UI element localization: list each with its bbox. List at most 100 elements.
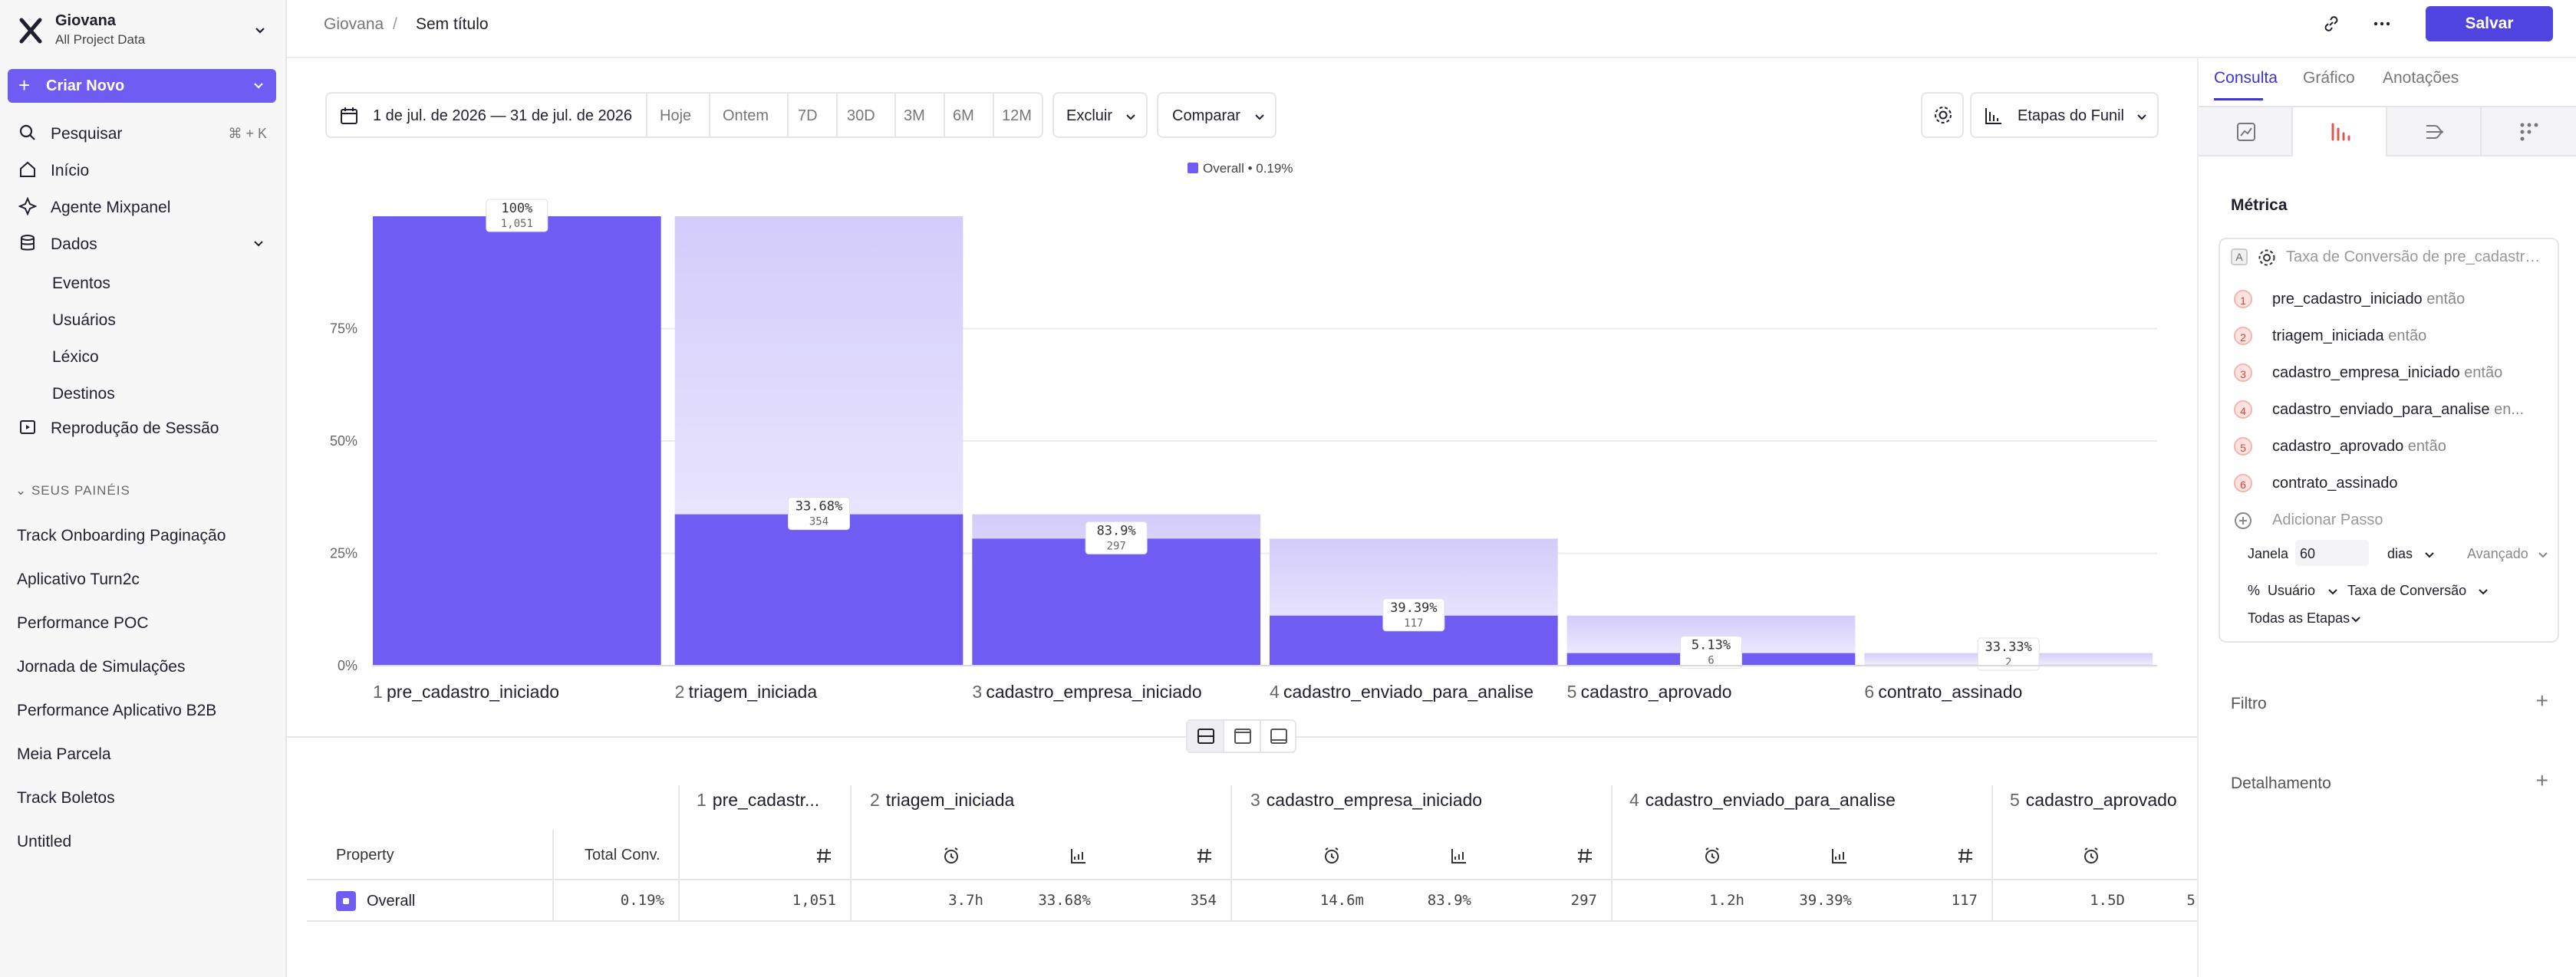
date-chip-7d[interactable]: 7D bbox=[798, 107, 818, 124]
layout-split-button[interactable] bbox=[1188, 721, 1224, 752]
x-step-label: cadastro_empresa_iniciado bbox=[986, 682, 1201, 702]
sidebar-item-users[interactable]: Usuários bbox=[8, 304, 276, 334]
board-item[interactable]: Track Boletos bbox=[8, 781, 276, 813]
tab-chart[interactable]: Gráfico bbox=[2303, 69, 2355, 87]
report-type-funnels[interactable] bbox=[2293, 107, 2387, 156]
bar-pct-label: 83.9% bbox=[1097, 523, 1136, 538]
col-header-total[interactable]: Total Conv. bbox=[585, 847, 660, 864]
sidebar-item-label: Dados bbox=[51, 235, 97, 253]
sparkle-icon bbox=[18, 197, 37, 215]
gear-icon[interactable] bbox=[2257, 248, 2277, 268]
bar-pct-label: 33.68% bbox=[796, 499, 842, 515]
date-chip-6m[interactable]: 6M bbox=[953, 107, 974, 124]
funnel-step-row[interactable]: 4 cadastro_enviado_para_analise en... bbox=[2231, 399, 2553, 422]
search-icon bbox=[19, 124, 35, 140]
link-icon[interactable] bbox=[2321, 14, 2341, 34]
table-step-header[interactable]: 2 triagem_iniciada bbox=[870, 790, 1014, 811]
board-item[interactable]: Performance Aplicativo B2B bbox=[8, 693, 276, 725]
layout-chart-button[interactable] bbox=[1224, 721, 1261, 752]
boards-section-header[interactable]: ⌄ SEUS PAINÉIS bbox=[15, 483, 130, 498]
chart-settings-button[interactable] bbox=[1921, 92, 1964, 138]
count-type-dropdown[interactable]: % Usuário bbox=[2248, 580, 2340, 603]
sidebar-item-session-replay[interactable]: Reprodução de Sessão bbox=[8, 411, 276, 443]
funnel-view-dropdown[interactable]: Etapas do Funil bbox=[1970, 92, 2159, 138]
report-type-flows[interactable] bbox=[2387, 107, 2482, 156]
breadcrumb-parent[interactable]: Giovana bbox=[324, 15, 384, 33]
date-range-value[interactable]: 1 de jul. de 2026 — 31 de jul. de 2026 bbox=[373, 107, 633, 124]
sidebar-item-destinations[interactable]: Destinos bbox=[8, 377, 276, 408]
board-item[interactable]: Untitled bbox=[8, 824, 276, 857]
table-step-header[interactable]: 3 cadastro_empresa_iniciado bbox=[1250, 790, 1482, 811]
save-button[interactable]: Salvar bbox=[2426, 6, 2553, 41]
y-tick-label: 50% bbox=[330, 433, 357, 449]
layout-table-button[interactable] bbox=[1261, 721, 1296, 752]
x-step-label: cadastro_aprovado bbox=[1581, 682, 1732, 702]
funnel-step-row[interactable]: 1 pre_cadastro_iniciado então bbox=[2231, 288, 2553, 311]
create-new-button[interactable]: + Criar Novo bbox=[8, 69, 276, 103]
add-filter-plus-icon[interactable]: + bbox=[2535, 689, 2548, 712]
count-hash-icon[interactable] bbox=[1195, 847, 1214, 865]
report-title[interactable]: Sem título bbox=[416, 15, 489, 33]
more-options-icon[interactable] bbox=[2372, 14, 2392, 34]
date-chip-yesterday[interactable]: Ontem bbox=[723, 107, 769, 124]
conversion-rate-icon[interactable] bbox=[1450, 847, 1468, 865]
measure-dropdown[interactable]: Taxa de Conversão bbox=[2347, 580, 2493, 603]
tab-query[interactable]: Consulta bbox=[2214, 69, 2278, 87]
date-chip-30d[interactable]: 30D bbox=[847, 107, 875, 124]
add-step-button[interactable]: Adicionar Passo bbox=[2231, 509, 2553, 532]
sidebar-item-data[interactable]: Dados bbox=[8, 227, 276, 259]
step-number: 5 bbox=[2010, 790, 2020, 810]
date-chip-3m[interactable]: 3M bbox=[904, 107, 925, 124]
divider bbox=[678, 785, 680, 922]
table-step-header[interactable]: 5 cadastro_aprovado bbox=[2010, 790, 2177, 811]
sidebar-item-search[interactable]: Pesquisar ⌘ + K bbox=[8, 117, 276, 149]
add-breakdown-plus-icon[interactable]: + bbox=[2535, 768, 2548, 792]
conversion-rate-icon[interactable] bbox=[1069, 847, 1088, 865]
board-item[interactable]: Aplicativo Turn2c bbox=[8, 562, 276, 594]
window-input[interactable]: 60 bbox=[2295, 540, 2369, 566]
date-chip-today[interactable]: Hoje bbox=[660, 107, 692, 124]
board-item[interactable]: Meia Parcela bbox=[8, 737, 276, 769]
table-step-header[interactable]: 1 pre_cadastr... bbox=[697, 790, 819, 811]
sidebar-item-events[interactable]: Eventos bbox=[8, 267, 276, 298]
step-badge: 6 bbox=[2234, 474, 2252, 492]
board-item[interactable]: Track Onboarding Paginação bbox=[8, 518, 276, 551]
funnel-step-row[interactable]: 6 contrato_assinado bbox=[2231, 472, 2553, 495]
compare-dropdown[interactable]: Comparar bbox=[1157, 92, 1276, 138]
conversion-rate-icon[interactable] bbox=[1830, 847, 1849, 865]
table-step-header[interactable]: 4 cadastro_enviado_para_analise bbox=[1629, 790, 1896, 811]
window-unit-dropdown[interactable]: dias bbox=[2383, 540, 2443, 566]
count-hash-icon[interactable] bbox=[815, 847, 833, 865]
date-chip-12m[interactable]: 12M bbox=[1002, 107, 1032, 124]
exclude-dropdown[interactable]: Excluir bbox=[1052, 92, 1148, 138]
bar-label-box bbox=[1977, 637, 2040, 671]
report-type-insights[interactable] bbox=[2199, 107, 2293, 156]
series-checkbox[interactable] bbox=[336, 891, 356, 911]
chart-legend[interactable]: Overall • 0.19% bbox=[1188, 161, 1293, 176]
board-item[interactable]: Performance POC bbox=[8, 606, 276, 638]
funnel-step-row[interactable]: 5 cadastro_aprovado então bbox=[2231, 436, 2553, 459]
time-to-convert-icon[interactable] bbox=[1703, 847, 1721, 865]
funnel-step-row[interactable]: 3 cadastro_empresa_iniciado então bbox=[2231, 362, 2553, 385]
time-to-convert-icon[interactable] bbox=[1323, 847, 1341, 865]
table-cell: 297 bbox=[1570, 892, 1597, 909]
sidebar-item-lexicon[interactable]: Léxico bbox=[8, 340, 276, 371]
count-type-label: Usuário bbox=[2268, 583, 2316, 598]
steps-scope-dropdown[interactable]: Todas as Etapas bbox=[2248, 607, 2363, 630]
board-item[interactable]: Jornada de Simulações bbox=[8, 650, 276, 682]
time-to-convert-icon[interactable] bbox=[2082, 847, 2100, 865]
advanced-dropdown[interactable]: Avançado bbox=[2464, 540, 2553, 566]
metric-name[interactable]: Taxa de Conversão de pre_cadastro_inicia… bbox=[2286, 248, 2547, 265]
sidebar-item-agent[interactable]: Agente Mixpanel bbox=[8, 190, 276, 222]
report-type-retention[interactable] bbox=[2482, 107, 2576, 156]
y-tick-label: 75% bbox=[330, 321, 357, 337]
step-badge: 1 bbox=[2234, 290, 2252, 308]
sidebar-item-home[interactable]: Início bbox=[8, 153, 276, 186]
count-hash-icon[interactable] bbox=[1576, 847, 1594, 865]
funnel-step-row[interactable]: 2 triagem_iniciada então bbox=[2231, 325, 2553, 348]
tab-annotations[interactable]: Anotações bbox=[2383, 69, 2459, 87]
workspace-switcher[interactable]: Giovana All Project Data bbox=[9, 11, 278, 51]
col-header-property[interactable]: Property bbox=[336, 847, 394, 864]
count-hash-icon[interactable] bbox=[1956, 847, 1975, 865]
time-to-convert-icon[interactable] bbox=[942, 847, 960, 865]
